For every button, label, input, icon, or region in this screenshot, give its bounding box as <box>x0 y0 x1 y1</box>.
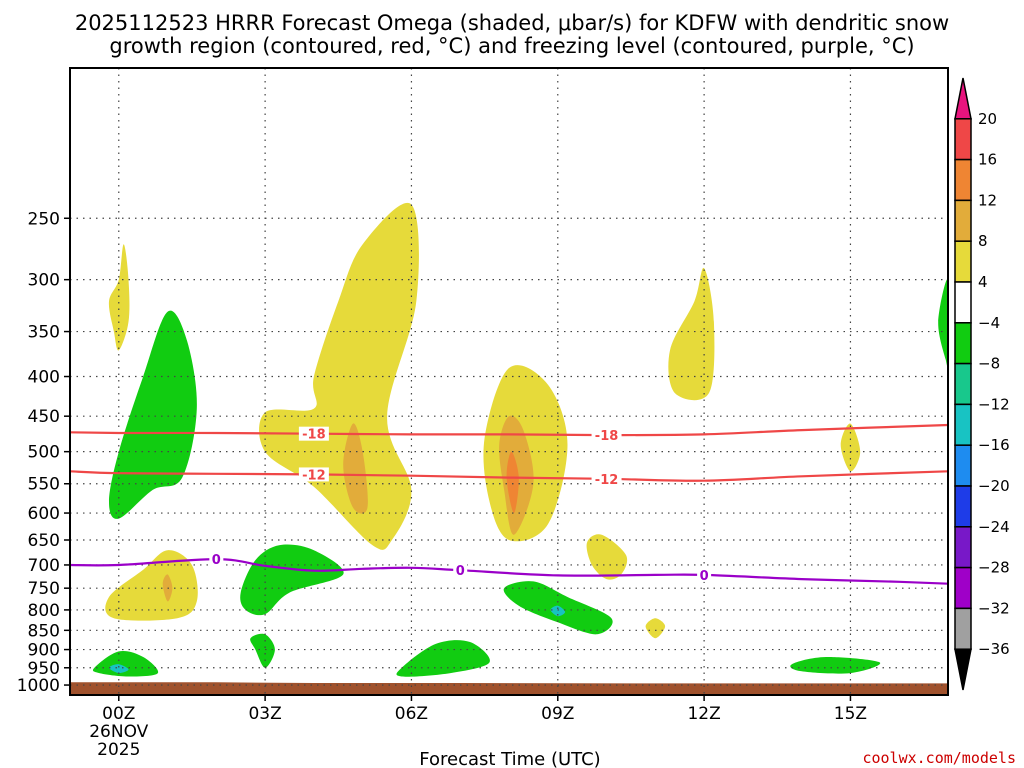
y-tick-label: 750 <box>28 579 60 599</box>
y-tick-label: 950 <box>28 659 60 679</box>
x-tick-label: 06Z <box>395 704 428 724</box>
colorbar-bin <box>954 362 972 406</box>
y-tick-label: 450 <box>28 407 60 427</box>
colorbar-bin <box>954 485 972 528</box>
colorbar-label: −16 <box>978 436 1010 454</box>
dgz-minus12-label: -12 <box>302 468 326 483</box>
terrain-layer <box>70 682 948 695</box>
y-tick-label: 700 <box>28 556 60 576</box>
y-tick-label: 1000 <box>17 676 60 696</box>
colorbar-bin <box>954 158 972 202</box>
omega-region-1 <box>259 202 419 550</box>
colorbar-label: −20 <box>978 477 1010 495</box>
omega-region-13 <box>240 544 344 616</box>
colorbar-label: −28 <box>978 559 1010 577</box>
y-tick-label: 300 <box>28 271 60 291</box>
y-tick-label: 900 <box>28 641 60 661</box>
x-tick-label: 09Z <box>541 704 574 724</box>
omega-region-20 <box>790 656 881 674</box>
freezing-level-label-bg <box>697 567 712 582</box>
colorbar-label: −12 <box>978 395 1010 413</box>
omega-region-2 <box>343 423 368 514</box>
chart-title-line-2: growth region (contoured, red, °C) and f… <box>109 34 914 58</box>
dgz-minus18-label: -18 <box>595 429 619 444</box>
x-tick-label: 03Z <box>248 704 281 724</box>
omega-region-0 <box>108 244 130 351</box>
colorbar-label: 12 <box>978 191 997 209</box>
colorbar-bin <box>954 607 972 650</box>
x-axis-label: Forecast Time (UTC) <box>419 749 600 768</box>
colorbar-label: −36 <box>978 640 1010 658</box>
colorbar: 20 16 12 8 4 −4 −8 −12 −16 −20 −24 −28 −32 −36 <box>954 77 1010 691</box>
omega-region-8 <box>840 423 861 472</box>
freezing-level-label: 0 <box>212 553 221 568</box>
colorbar-bin <box>954 566 972 610</box>
omega-region-15 <box>92 650 159 677</box>
grid-lines <box>70 68 948 695</box>
omega-region-10 <box>105 550 198 621</box>
plot-frame <box>69 67 949 696</box>
omega-shading <box>92 202 948 677</box>
colorbar-label: −32 <box>978 599 1010 617</box>
credit-link[interactable]: coolwx.com/models <box>862 749 1016 767</box>
omega-region-12 <box>109 310 197 519</box>
y-tick-label: 850 <box>28 621 60 641</box>
contour-labels: -18 -18 -12 -12 0 0 0 <box>209 426 712 584</box>
omega-region-14 <box>250 633 275 668</box>
x-tick-label: 15Z <box>834 704 867 724</box>
dgz-minus18-label-bg <box>298 426 329 441</box>
y-tick-label: 650 <box>28 531 60 551</box>
x-tick-label: 12Z <box>687 704 720 724</box>
colorbar-label: 8 <box>978 232 988 250</box>
colorbar-label: 16 <box>978 151 997 169</box>
colorbar-bin <box>954 526 972 569</box>
dgz-minus18-label: -18 <box>302 428 326 443</box>
dgz-minus12-label: -12 <box>595 473 619 488</box>
omega-region-9 <box>645 618 666 639</box>
x-date-label: 26NOV <box>89 722 148 742</box>
colorbar-cap-bottom <box>954 648 972 691</box>
omega-region-7 <box>668 267 715 401</box>
colorbar-label: −8 <box>978 355 1000 373</box>
omega-region-19 <box>550 605 566 617</box>
dgz-minus12-label-bg <box>298 467 329 482</box>
y-tick-label: 800 <box>28 601 60 621</box>
freezing-level-label: 0 <box>456 564 465 579</box>
freezing-level-label-bg <box>209 552 224 567</box>
colorbar-bin <box>954 240 972 283</box>
x-tick-label: 00Z <box>102 704 135 724</box>
terrain-fill <box>70 682 948 695</box>
colorbar-label: −4 <box>978 314 1000 332</box>
freezing-level-label: 0 <box>700 569 709 584</box>
chart-title-line-1: 2025112523 HRRR Forecast Omega (shaded, … <box>75 11 949 35</box>
y-tick-label: 500 <box>28 443 60 463</box>
colorbar-bin <box>954 444 972 487</box>
omega-region-6 <box>586 534 628 580</box>
x-date-label: 2025 <box>97 740 140 760</box>
dgz-minus18-label-bg <box>591 428 622 443</box>
y-tick-label: 350 <box>28 323 60 343</box>
dgz-minus18-line <box>70 423 948 437</box>
omega-region-5 <box>506 451 519 513</box>
omega-region-21 <box>938 279 948 367</box>
colorbar-label: 20 <box>978 110 997 128</box>
colorbar-bin <box>954 118 972 161</box>
y-tick-label: 600 <box>28 504 60 524</box>
colorbar-label: 4 <box>978 273 988 291</box>
freezing-level-label-bg <box>453 563 468 578</box>
y-tick-label: 400 <box>28 368 60 388</box>
colorbar-label: −24 <box>978 518 1010 536</box>
y-tick-label: 250 <box>28 209 60 229</box>
omega-region-16 <box>109 664 129 674</box>
dgz-minus12-line <box>70 470 948 482</box>
colorbar-bin <box>954 199 972 242</box>
colorbar-bin <box>954 403 972 446</box>
colorbar-bin <box>954 322 972 365</box>
dgz-minus12-label-bg <box>591 471 622 486</box>
y-tick-label: 550 <box>28 475 60 495</box>
colorbar-bin <box>954 281 972 324</box>
